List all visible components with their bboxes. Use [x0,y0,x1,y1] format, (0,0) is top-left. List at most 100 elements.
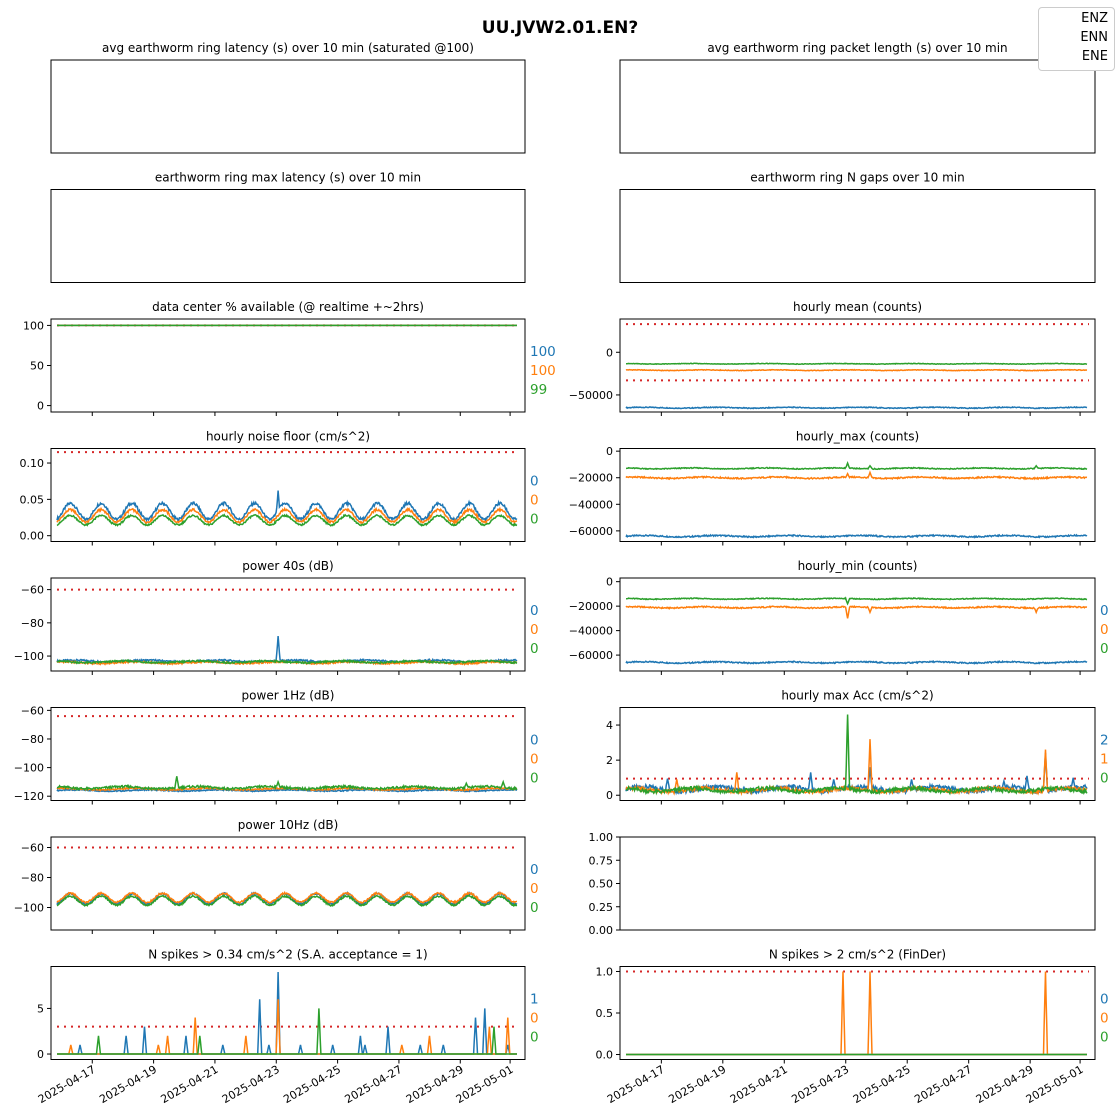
panel-12-last-value: 0 [530,900,539,916]
panel-7-ytick-label: −20000 [569,472,613,485]
figure-title: UU.JVW2.01.EN? [481,18,639,38]
panel-8-ytick-label: −100 [14,650,44,663]
panel-6-ytick-label: 0.00 [20,530,45,543]
panel-12-ytick-label: −80 [21,872,44,885]
panel-5: hourly mean (counts) −50000 0 [569,300,1096,416]
panel-2-title: earthworm ring max latency (s) over 10 m… [155,171,421,185]
panel-15-xtick-label: 2025-04-23 [789,1063,851,1106]
panel-12-series-ene [56,893,518,908]
panel-15-xtick-label: 2025-04-21 [728,1063,790,1106]
panel-4-ytick-label: 0 [37,400,44,413]
panel-11-last-value: 0 [1100,771,1109,787]
panel-14-xtick-label: 2025-04-17 [36,1063,98,1106]
panel-14-last-value: 0 [530,1011,539,1027]
panel-6-last-value: 0 [530,512,539,528]
panel-3-title: earthworm ring N gaps over 10 min [750,171,964,185]
panel-6-title: hourly noise floor (cm/s^2) [206,430,370,444]
panel-14-xtick-label: 2025-04-19 [97,1063,159,1106]
panel-14-series-enz [57,971,517,1055]
panel-10-last-value: 0 [530,771,539,787]
panel-15-title: N spikes > 2 cm/s^2 (FinDer) [769,948,946,962]
panel-14-frame [50,966,526,1060]
panel-14-ytick-label: 0 [37,1048,44,1061]
panel-15-xtick-label: 2025-04-19 [666,1063,728,1106]
panel-9-title: hourly_min (counts) [798,559,918,573]
panel-14: N spikes > 0.34 cm/s^2 (S.A. acceptance … [36,948,539,1107]
panel-15-last-value: 0 [1100,992,1109,1008]
panel-10-title: power 1Hz (dB) [242,689,335,703]
panel-11-ytick-label: 2 [606,754,613,767]
panel-10-ytick-label: −60 [21,704,44,717]
panel-11-series-ene [625,714,1088,796]
panel-8-series-ene [56,658,518,665]
panel-12-series-enn [56,890,518,905]
legend-item-ene: ENE [1081,49,1108,64]
panel-7-series-enz [625,533,1088,539]
panel-12-ytick-label: −100 [14,902,44,915]
panel-8-ytick-label: −60 [21,584,44,597]
panel-4-frame [50,318,526,413]
panel-6-series-enn [56,506,518,526]
panel-6-frame [50,448,526,542]
panel-4-title: data center % available (@ realtime +~2h… [152,300,424,314]
panel-6-ytick-label: 0.05 [20,493,45,506]
panel-4-last-value: 99 [530,382,547,398]
panel-11-last-value: 2 [1100,733,1109,749]
panel-12-ytick-label: −60 [21,842,44,855]
panel-15-xtick-label: 2025-04-27 [912,1063,974,1106]
panel-15: N spikes > 2 cm/s^2 (FinDer) 0.0 0.5 1.0 202… [596,948,1109,1107]
panel-5-ytick-label: −50000 [569,389,613,402]
panel-9-frame [619,577,1096,672]
panel-14-title: N spikes > 0.34 cm/s^2 (S.A. acceptance … [148,948,427,962]
panel-5-series-ene [626,362,1088,366]
panel-9-ytick-label: −60000 [569,649,613,662]
panel-15-ytick-label: 0.0 [596,1049,614,1062]
panel-11-title: hourly max Acc (cm/s^2) [781,689,933,703]
panel-6-ytick-label: 0.10 [20,457,45,470]
panel-6-series-ene [56,513,518,528]
panel-11-ytick-label: 0 [606,789,613,802]
legend: ENZ ENN ENE [1038,7,1115,71]
panel-15-ytick-label: 0.5 [596,1007,614,1020]
panel-14-series-enn [57,999,517,1055]
panel-5-ytick-label: 0 [606,346,613,359]
panel-14-xtick-label: 2025-04-27 [343,1063,405,1106]
panel-8-series-enz [56,636,518,665]
panel-15-series-enn [626,971,1087,1056]
panel-15-last-value: 0 [1100,1011,1109,1027]
panel-14-last-value: 0 [530,1030,539,1046]
panel-15-ytick-label: 1.0 [596,965,614,978]
panel-7: hourly_max (counts) −60000 −40000 −20000 0 [569,430,1096,546]
panel-11-series-enn [625,739,1088,797]
panel-7-frame [619,448,1096,542]
panel-6: hourly noise floor (cm/s^2) 0.00 0.05 0.10 0… [20,430,539,546]
panel-11-ytick-label: 4 [606,719,613,732]
panel-7-series-enn [625,470,1088,481]
panel-12-title: power 10Hz (dB) [238,818,339,832]
panel-12-last-value: 0 [530,862,539,878]
panel-12-frame [50,836,526,931]
panel-6-series-enz [56,490,518,523]
panel-8: power 40s (dB) −100 −80 −60 0 0 0 [14,559,539,675]
panel-7-ytick-label: −40000 [569,498,613,511]
panel-15-last-value: 0 [1100,1030,1109,1046]
panel-9: hourly_min (counts) −60000 −40000 −20000 0 0 0… [569,559,1109,675]
panel-5-title: hourly mean (counts) [793,300,922,314]
panel-10-frame [50,707,526,801]
panel-13-ytick-label: 1.00 [589,831,614,844]
legend-item-enz: ENZ [1081,11,1108,26]
panel-14-xtick-label: 2025-04-21 [159,1063,221,1106]
panel-9-series-enz [625,660,1088,665]
panel-7-series-ene [626,461,1088,471]
panel-13-ytick-label: 0.25 [589,901,614,914]
panel-15-xtick-label: 2025-05-01 [1024,1063,1086,1106]
panel-14-xtick-label: 2025-04-25 [281,1063,343,1106]
panel-9-ytick-label: 0 [606,576,613,589]
panel-12-last-value: 0 [530,881,539,897]
panel-4-ytick-label: 50 [30,360,44,373]
panel-9-ytick-label: −40000 [569,625,613,638]
panel-9-last-value: 0 [1100,603,1109,619]
panel-5-series-enn [625,368,1088,372]
panel-8-frame [50,577,526,672]
